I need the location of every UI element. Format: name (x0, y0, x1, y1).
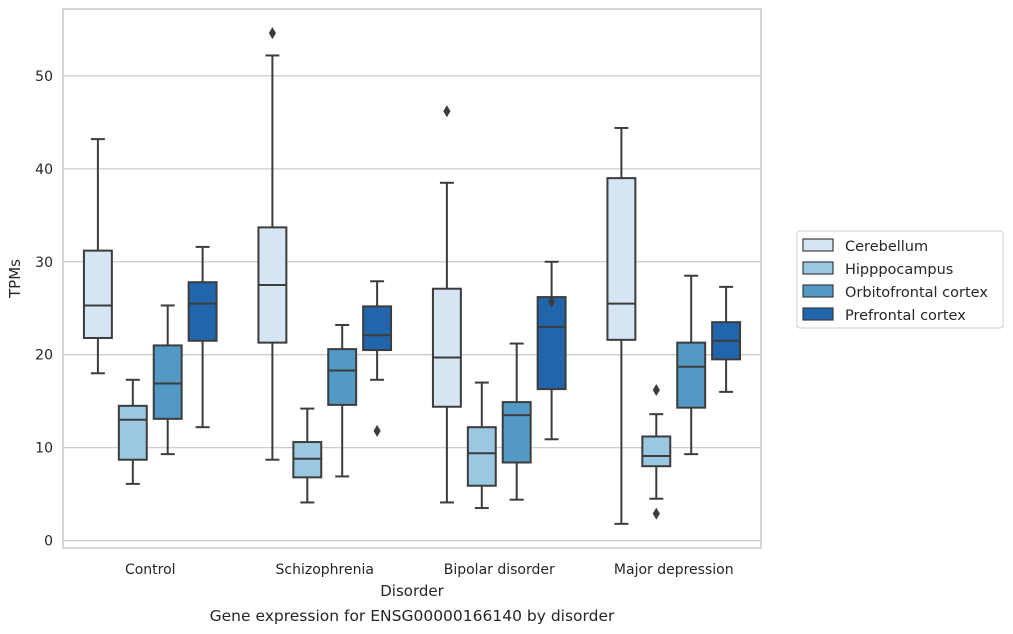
y-tick-label: 50 (35, 69, 53, 85)
legend-swatch (802, 261, 834, 275)
box-iqr (641, 435, 672, 468)
x-tick-label: Control (125, 562, 176, 578)
box-iqr (501, 401, 532, 464)
box-iqr (606, 177, 637, 341)
box-cerebellum (431, 105, 462, 504)
chart-caption: Gene expression for ENSG00000166140 by d… (210, 607, 615, 625)
box-prefrontal-cortex (362, 280, 393, 437)
outlier-point (548, 295, 556, 308)
box-iqr (676, 341, 707, 409)
box-iqr (117, 404, 148, 461)
legend-label: Cerebellum (845, 239, 928, 255)
legend-swatch (802, 284, 834, 298)
y-tick-label: 40 (35, 162, 53, 178)
y-tick-label: 10 (35, 441, 53, 457)
box-iqr (362, 305, 393, 352)
box-hipppocampus (466, 381, 497, 510)
outlier-point (652, 507, 660, 520)
box-iqr (466, 426, 497, 487)
axis-ticks: 0 10 20 30 40 50 Control Schizophrenia Bipolar d… (35, 69, 733, 578)
box-prefrontal-cortex (536, 260, 567, 441)
box-iqr (431, 287, 462, 408)
legend-frame (796, 230, 1004, 329)
box-orbitofrontal-cortex (152, 304, 183, 456)
y-tick-label: 0 (44, 534, 53, 550)
box-iqr (187, 281, 218, 342)
box-hipppocampus (292, 407, 323, 504)
box-prefrontal-cortex (711, 285, 742, 393)
x-tick-label: Bipolar disorder (444, 562, 555, 578)
box-hipppocampus (641, 384, 672, 520)
box-iqr (327, 348, 358, 406)
box-iqr (536, 296, 567, 391)
y-tick-label: 30 (35, 255, 53, 271)
box-iqr (152, 344, 183, 420)
y-axis-label: TPMs (6, 259, 24, 299)
legend-swatch (802, 238, 834, 252)
outlier-point (443, 105, 451, 118)
box-cerebellum (257, 27, 288, 461)
box-orbitofrontal-cortex (501, 342, 532, 501)
outlier-point (268, 27, 276, 40)
outlier-point (652, 384, 660, 397)
legend: Cerebellum Hipppocampus Orbitofrontal cort… (796, 230, 1004, 329)
plot-area (82, 27, 742, 525)
box-prefrontal-cortex (187, 245, 218, 429)
plot-frame (62, 8, 762, 549)
box-hipppocampus (117, 378, 148, 485)
legend-swatch (802, 307, 834, 321)
x-tick-label: Schizophrenia (276, 562, 374, 578)
legend-label: Hipppocampus (845, 262, 953, 278)
box-orbitofrontal-cortex (327, 323, 358, 478)
y-tick-label: 20 (35, 348, 53, 364)
legend-label: Orbitofrontal cortex (845, 285, 988, 301)
x-tick-label: Major depression (614, 562, 734, 578)
box-orbitofrontal-cortex (676, 274, 707, 456)
legend-label: Prefrontal cortex (845, 308, 966, 324)
outlier-point (373, 424, 381, 437)
box-iqr (82, 249, 113, 339)
x-axis-label: Disorder (380, 582, 444, 600)
box-cerebellum (606, 126, 637, 525)
box-cerebellum (82, 138, 113, 375)
